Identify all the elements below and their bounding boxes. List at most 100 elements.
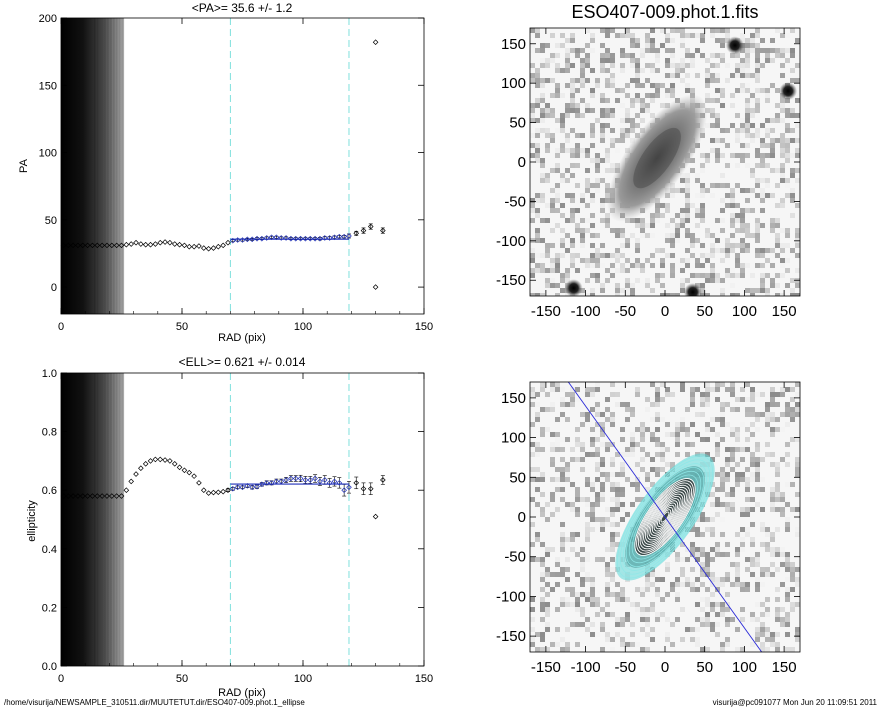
y-tick-label: 100	[39, 148, 57, 160]
noise-pixel	[720, 412, 725, 417]
data-point	[268, 480, 275, 486]
noise-pixel	[570, 592, 575, 597]
noise-pixel	[715, 577, 720, 582]
data-point	[297, 235, 304, 242]
noise-pixel	[715, 417, 720, 422]
noise-pixel	[625, 452, 630, 457]
noise-pixel	[615, 293, 620, 296]
noise-pixel	[625, 288, 630, 293]
data-point	[200, 487, 207, 493]
noise-pixel	[545, 113, 550, 118]
data-point	[307, 235, 314, 242]
noise-pixel	[680, 33, 685, 38]
noise-pixel	[530, 293, 535, 296]
noise-pixel	[555, 118, 560, 123]
noise-pixel	[560, 253, 565, 258]
noise-pixel	[660, 28, 665, 33]
noise-pixel	[750, 173, 755, 178]
noise-pixel	[765, 248, 770, 253]
noise-pixel	[655, 248, 660, 253]
noise-pixel	[795, 582, 800, 587]
noise-pixel	[610, 113, 615, 118]
noise-pixel	[785, 552, 790, 557]
noise-pixel	[645, 427, 650, 432]
noise-pixel	[735, 203, 740, 208]
noise-pixel	[530, 452, 535, 457]
noise-pixel	[575, 163, 580, 168]
noise-pixel	[750, 293, 755, 296]
noise-pixel	[540, 263, 545, 268]
noise-pixel	[605, 213, 610, 218]
noise-pixel	[620, 427, 625, 432]
noise-pixel	[775, 293, 780, 296]
noise-pixel	[530, 248, 535, 253]
noise-pixel	[710, 53, 715, 58]
noise-pixel	[705, 437, 710, 442]
noise-pixel	[690, 58, 695, 63]
noise-pixel	[655, 58, 660, 63]
noise-pixel	[575, 572, 580, 577]
noise-pixel	[770, 402, 775, 407]
noise-pixel	[635, 263, 640, 268]
noise-pixel	[590, 482, 595, 487]
y-tick-label: 0.8	[42, 427, 57, 439]
noise-pixel	[725, 63, 730, 68]
noise-pixel	[575, 607, 580, 612]
noise-pixel	[660, 457, 665, 462]
noise-pixel	[585, 497, 590, 502]
noise-pixel	[650, 627, 655, 632]
noise-pixel	[620, 492, 625, 497]
noise-pixel	[610, 612, 615, 617]
noise-pixel	[540, 597, 545, 602]
noise-pixel	[635, 78, 640, 83]
noise-pixel	[615, 582, 620, 587]
noise-pixel	[640, 467, 645, 472]
noise-pixel	[755, 228, 760, 233]
noise-pixel	[625, 293, 630, 296]
noise-pixel	[685, 427, 690, 432]
noise-pixel	[625, 33, 630, 38]
noise-pixel	[610, 143, 615, 148]
noise-pixel	[720, 517, 725, 522]
noise-pixel	[550, 283, 555, 288]
noise-pixel	[660, 273, 665, 278]
noise-pixel	[755, 552, 760, 557]
noise-pixel	[620, 118, 625, 123]
noise-pixel	[670, 48, 675, 53]
noise-pixel	[780, 53, 785, 58]
noise-pixel	[610, 592, 615, 597]
noise-pixel	[560, 148, 565, 153]
noise-pixel	[585, 148, 590, 153]
noise-pixel	[770, 387, 775, 392]
noise-pixel	[630, 452, 635, 457]
noise-pixel	[705, 387, 710, 392]
noise-pixel	[580, 98, 585, 103]
noise-pixel	[590, 263, 595, 268]
noise-pixel	[780, 203, 785, 208]
noise-pixel	[740, 457, 745, 462]
noise-pixel	[605, 602, 610, 607]
noise-pixel	[700, 53, 705, 58]
noise-pixel	[725, 492, 730, 497]
noise-pixel	[640, 612, 645, 617]
noise-pixel	[755, 68, 760, 73]
noise-pixel	[795, 233, 800, 238]
noise-pixel	[625, 512, 630, 517]
noise-pixel	[535, 502, 540, 507]
noise-pixel	[665, 447, 670, 452]
noise-pixel	[605, 268, 610, 273]
noise-pixel	[725, 617, 730, 622]
noise-pixel	[750, 422, 755, 427]
noise-pixel	[545, 248, 550, 253]
noise-pixel	[535, 268, 540, 273]
noise-pixel	[780, 148, 785, 153]
noise-pixel	[620, 243, 625, 248]
noise-pixel	[600, 457, 605, 462]
noise-pixel	[735, 582, 740, 587]
y-tick-label: 0	[518, 509, 526, 526]
noise-pixel	[785, 557, 790, 562]
noise-pixel	[615, 507, 620, 512]
noise-pixel	[555, 293, 560, 296]
noise-pixel	[530, 203, 535, 208]
noise-pixel	[785, 592, 790, 597]
